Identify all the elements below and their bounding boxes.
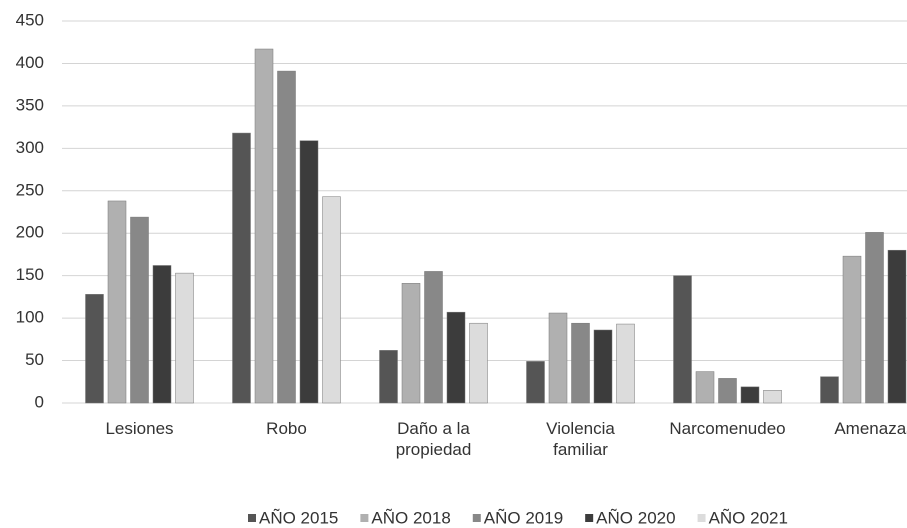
legend-swatch	[472, 514, 481, 522]
legend-swatch	[585, 514, 594, 522]
bar	[763, 390, 782, 404]
bar	[85, 294, 104, 404]
legend-label: AÑO 2021	[709, 508, 788, 527]
y-tick-label: 450	[16, 10, 44, 29]
legend-label: AÑO 2015	[259, 508, 338, 527]
bar	[379, 350, 398, 404]
bar	[593, 329, 613, 404]
bar	[673, 275, 692, 404]
y-tick-label: 150	[16, 265, 44, 284]
legend-swatch	[248, 514, 256, 522]
y-tick-label: 100	[16, 308, 44, 327]
bar	[695, 371, 715, 404]
bar	[107, 200, 127, 404]
bar	[469, 322, 488, 404]
bar	[401, 283, 421, 404]
bar	[322, 196, 341, 404]
bar	[232, 132, 251, 404]
bar	[820, 376, 839, 404]
bar	[152, 265, 172, 404]
bar	[130, 216, 149, 404]
legend-label: AÑO 2019	[484, 508, 563, 527]
bar	[865, 232, 884, 404]
x-tick-label: Narcomenudeo	[669, 419, 786, 438]
y-tick-label: 0	[35, 392, 44, 411]
bar	[175, 272, 194, 404]
y-tick-label: 400	[16, 53, 44, 72]
bar	[718, 378, 737, 404]
y-tick-label: 300	[16, 138, 44, 157]
x-tick-label: Lesiones	[105, 419, 174, 438]
bar	[887, 249, 907, 404]
bar	[548, 312, 568, 404]
x-tick-label: Daño a la propiedad	[395, 419, 472, 459]
bar	[254, 48, 274, 404]
legend-swatch	[360, 514, 369, 522]
y-tick-label: 350	[16, 95, 44, 114]
y-tick-label: 50	[25, 350, 44, 369]
y-tick-label: 200	[16, 223, 44, 242]
legend-swatch	[697, 514, 706, 522]
legend-label: AÑO 2018	[371, 508, 450, 527]
bar	[571, 322, 590, 404]
bar	[740, 386, 760, 404]
bar	[526, 361, 545, 404]
bar	[299, 140, 319, 404]
x-tick-label: Violencia familiar	[546, 419, 615, 459]
bar	[616, 323, 635, 404]
bar	[446, 311, 466, 404]
bar	[424, 271, 443, 404]
bar	[842, 255, 862, 404]
y-tick-label: 250	[16, 180, 44, 199]
bar	[277, 70, 296, 404]
x-tick-label: Robo	[266, 419, 307, 438]
legend-label: AÑO 2020	[596, 508, 675, 527]
x-tick-label: Amenazas	[834, 419, 907, 438]
